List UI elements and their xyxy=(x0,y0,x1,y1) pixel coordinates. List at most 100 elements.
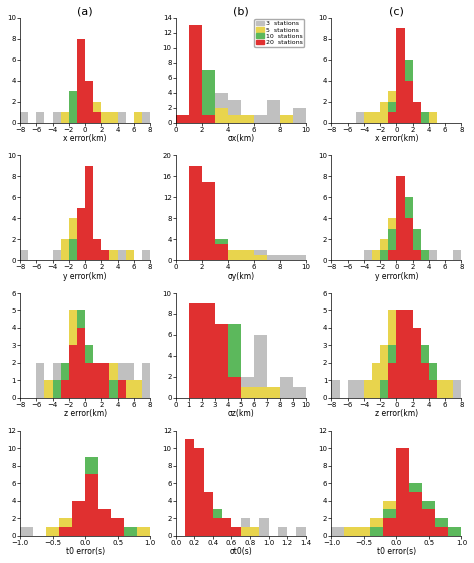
Bar xyxy=(204,492,213,535)
Bar xyxy=(371,518,383,535)
Bar xyxy=(254,335,267,398)
Bar xyxy=(202,387,215,398)
Bar xyxy=(59,527,72,535)
Bar xyxy=(396,112,405,123)
Bar xyxy=(189,182,202,260)
Bar xyxy=(72,518,85,535)
Bar xyxy=(204,510,213,535)
Bar xyxy=(413,328,421,398)
X-axis label: σt0(s): σt0(s) xyxy=(229,547,252,556)
Bar xyxy=(388,381,396,398)
Bar xyxy=(85,81,93,123)
Bar xyxy=(215,324,228,398)
Bar xyxy=(202,70,215,123)
Bar xyxy=(293,387,306,398)
Bar xyxy=(405,239,413,260)
Bar xyxy=(421,363,429,398)
Bar xyxy=(267,387,280,398)
Bar xyxy=(72,527,85,535)
Bar xyxy=(388,239,396,260)
Bar xyxy=(241,518,250,535)
Bar xyxy=(202,303,215,398)
Bar xyxy=(85,346,93,398)
Bar xyxy=(371,527,383,535)
Bar xyxy=(189,166,202,260)
Bar xyxy=(436,527,448,535)
Bar xyxy=(413,363,421,398)
Bar xyxy=(101,250,109,260)
Bar xyxy=(93,363,101,398)
Bar xyxy=(405,81,413,123)
Bar xyxy=(124,527,137,535)
Bar xyxy=(85,363,93,398)
Bar xyxy=(215,324,228,398)
Bar xyxy=(69,218,77,260)
Bar xyxy=(396,176,405,260)
Bar xyxy=(436,527,448,535)
Bar xyxy=(118,363,126,398)
Bar xyxy=(118,381,126,398)
Bar xyxy=(213,527,222,535)
Bar xyxy=(429,363,437,398)
Bar xyxy=(101,250,109,260)
Bar xyxy=(189,356,202,398)
Bar xyxy=(429,250,437,260)
Bar xyxy=(77,328,85,398)
Bar xyxy=(134,381,142,398)
Bar xyxy=(77,39,85,123)
Bar xyxy=(72,501,85,535)
Bar xyxy=(405,197,413,260)
Bar xyxy=(215,108,228,123)
Bar xyxy=(111,518,124,535)
Bar xyxy=(215,250,228,260)
Bar xyxy=(405,310,413,398)
Bar xyxy=(331,381,339,398)
Bar xyxy=(213,518,222,535)
Bar xyxy=(364,250,372,260)
Bar xyxy=(422,501,436,535)
Bar xyxy=(101,363,109,398)
Bar xyxy=(228,324,241,398)
Bar xyxy=(77,328,85,398)
Bar xyxy=(93,239,101,260)
Bar xyxy=(72,518,85,535)
Bar xyxy=(413,250,421,260)
Bar xyxy=(357,527,371,535)
Bar xyxy=(53,363,61,398)
Bar xyxy=(413,101,421,123)
Bar xyxy=(413,101,421,123)
Bar xyxy=(101,112,109,123)
Bar xyxy=(185,483,194,535)
Bar xyxy=(189,25,202,123)
Bar xyxy=(405,310,413,398)
Bar xyxy=(436,518,448,535)
Bar xyxy=(364,381,372,398)
Bar xyxy=(69,346,77,398)
Bar xyxy=(93,101,101,123)
Bar xyxy=(202,356,215,398)
Bar xyxy=(410,527,422,535)
Bar xyxy=(396,518,410,535)
Bar xyxy=(109,363,118,398)
Bar xyxy=(118,250,126,260)
Bar xyxy=(396,218,405,260)
Bar xyxy=(241,387,254,398)
Bar xyxy=(228,100,241,123)
Bar xyxy=(357,527,371,535)
Bar xyxy=(259,518,269,535)
Bar xyxy=(213,510,222,535)
Bar xyxy=(85,229,93,260)
Bar xyxy=(380,346,388,398)
Bar xyxy=(371,527,383,535)
Bar xyxy=(228,377,241,398)
Bar xyxy=(189,78,202,123)
Bar xyxy=(77,208,85,260)
Bar xyxy=(388,112,396,123)
Bar xyxy=(53,381,61,398)
Bar xyxy=(85,101,93,123)
Bar xyxy=(45,381,53,398)
Bar xyxy=(215,239,228,260)
Bar xyxy=(388,101,396,123)
Bar xyxy=(345,527,357,535)
Bar xyxy=(280,115,293,123)
